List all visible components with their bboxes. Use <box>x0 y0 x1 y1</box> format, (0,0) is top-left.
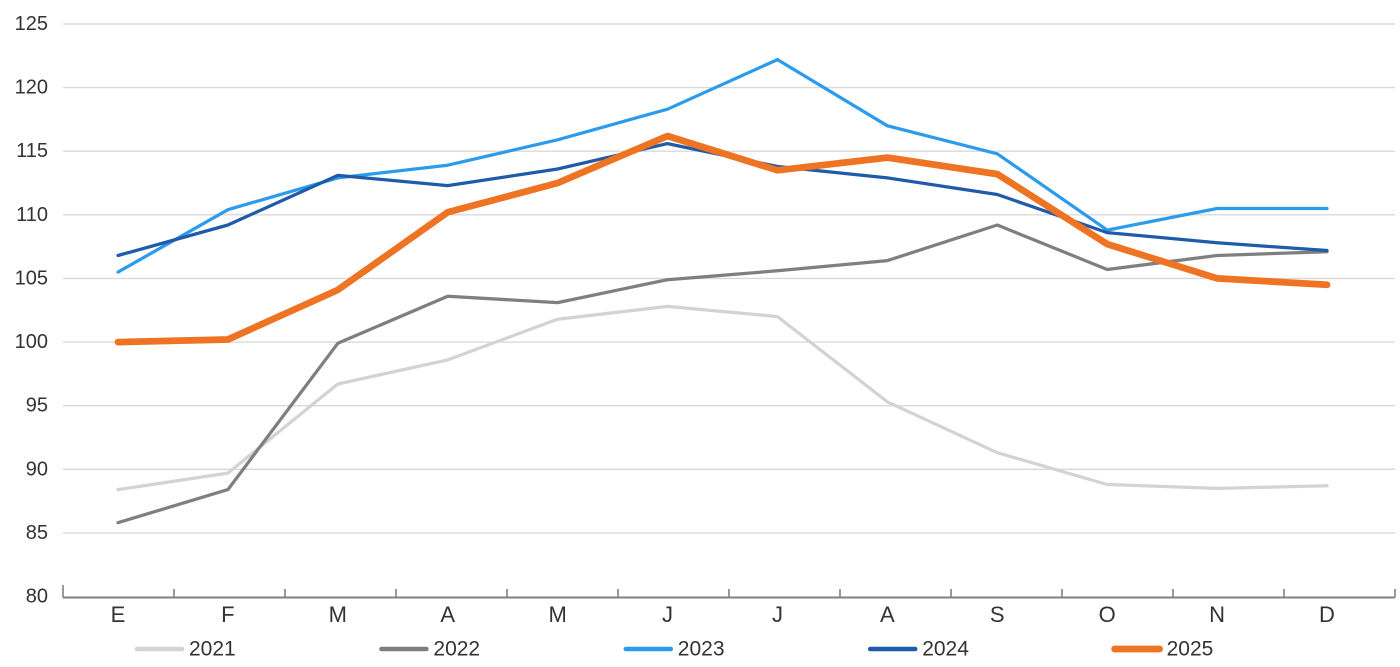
y-axis-label: 125 <box>15 13 48 35</box>
legend: 2021 2022 2023 2024 2025 <box>134 638 1214 661</box>
y-axis-label: 115 <box>16 140 48 162</box>
series-line-2021 <box>116 304 1329 492</box>
legend-label: 2022 <box>433 638 480 661</box>
y-axis-label: 90 <box>26 458 48 480</box>
series-line-2025 <box>114 132 1331 346</box>
y-axis-label: 120 <box>15 77 48 99</box>
x-axis-label: E <box>111 602 126 627</box>
legend-item-2021: 2021 <box>134 638 236 661</box>
x-axis-label: D <box>1319 602 1335 627</box>
y-axis-label: 100 <box>15 331 48 353</box>
x-axis-label: J <box>772 602 783 627</box>
legend-item-2025: 2025 <box>1111 638 1214 661</box>
legend-label: 2023 <box>678 638 725 661</box>
y-axis-label: 105 <box>15 267 48 289</box>
y-axis-label: 85 <box>26 522 48 544</box>
x-axis-label: A <box>880 602 895 627</box>
gridlines <box>63 23 1395 534</box>
x-axis-label: M <box>329 602 347 627</box>
y-axis-label: 110 <box>16 204 48 226</box>
series-line-2024 <box>116 141 1329 258</box>
series-group <box>114 57 1331 525</box>
x-axis-label: M <box>548 602 566 627</box>
legend-label: 2025 <box>1167 638 1214 661</box>
x-axis-ticks <box>62 585 1396 598</box>
legend-label: 2021 <box>189 638 236 661</box>
x-axis-label: S <box>990 602 1005 627</box>
x-axis-label: F <box>221 602 234 627</box>
legend-item-2024: 2024 <box>867 638 969 661</box>
y-axis-labels: 80 85 90 95 100 105 110 115 120 125 <box>15 13 48 608</box>
series-line-2022 <box>116 223 1329 525</box>
x-axis-label: N <box>1209 602 1225 627</box>
legend-item-2023: 2023 <box>623 638 725 661</box>
legend-label: 2024 <box>922 638 969 661</box>
x-axis-label: A <box>440 602 455 627</box>
y-axis-label: 80 <box>26 586 48 608</box>
y-axis-label: 95 <box>26 395 48 417</box>
x-axis-label: O <box>1099 602 1116 627</box>
x-axis-label: J <box>662 602 673 627</box>
series-line-2023 <box>116 57 1329 274</box>
legend-item-2022: 2022 <box>379 638 480 661</box>
